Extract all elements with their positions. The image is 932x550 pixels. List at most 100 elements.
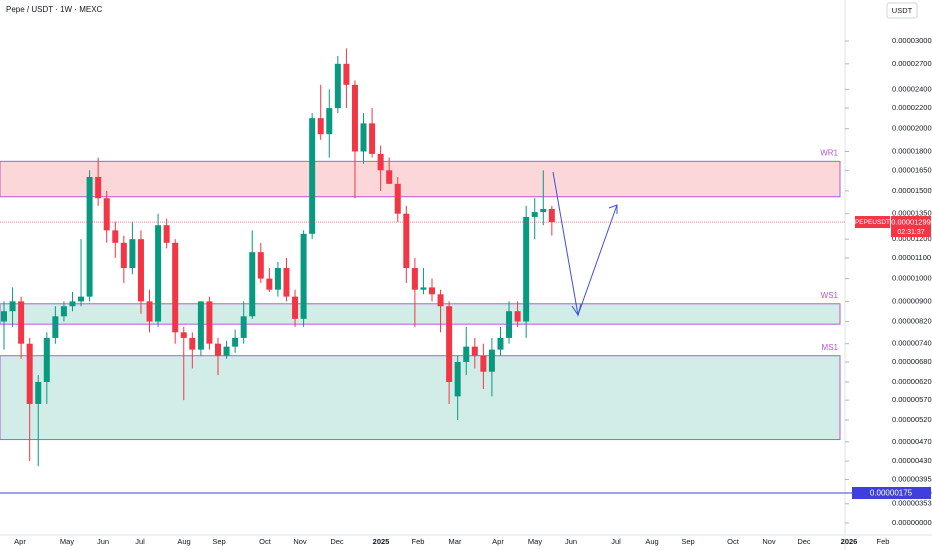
candle-body [26,343,33,404]
candle-body [548,208,555,223]
candle-body [454,361,461,397]
candle-body [189,337,196,350]
y-tick-label: 0.00000680 [892,357,932,366]
candle-body [317,118,324,135]
candle-body [274,268,281,290]
candle-body [9,301,16,312]
candle-body [300,233,307,319]
y-tick-label: 0.00000820 [892,316,932,325]
candle-body [429,287,435,295]
candle-body [514,311,521,322]
candle-body [531,212,538,217]
countdown: 02:31:37 [897,229,924,236]
x-tick-label: 2026 [841,537,858,546]
candle-body [292,296,299,319]
candle-body [112,230,119,243]
x-tick-label: May [60,537,74,546]
y-tick-label: 0.00000570 [892,395,932,404]
candle-body [377,153,384,171]
hline-label-box [852,487,931,499]
candle-body [197,301,204,350]
candle-body [386,170,393,184]
candle-body [240,316,247,338]
candle-body [78,296,85,302]
candle-body [155,225,162,322]
candle-body [497,337,504,350]
x-tick-label: Dec [797,537,811,546]
candle-body [480,355,487,372]
x-tick-label: Feb [412,537,425,546]
candle-body [163,225,170,243]
candle-body [446,306,453,382]
zone-label: WR1 [820,148,838,157]
x-tick-label: Jun [97,537,109,546]
x-tick-label: Sep [681,537,694,546]
candle-body [403,213,410,269]
candle-body [369,123,376,154]
candle-body [309,118,316,234]
candle-body [523,216,530,322]
y-tick-label: 0.00001500 [892,186,932,195]
candle-body [471,346,478,356]
x-tick-label: Nov [762,537,776,546]
candle-body [437,294,444,307]
candle-body [283,268,290,297]
zone [0,355,841,441]
candle-body [232,337,239,347]
y-tick-label: 0.00000470 [892,437,932,446]
candle-body [172,242,179,333]
y-axis: 0.00003000 0.00002700 0.00002400 0.00002200… [845,36,932,527]
arrow-head [571,303,582,317]
candle-body [146,301,153,322]
candle-body [463,346,470,362]
x-tick-label: Nov [293,537,307,546]
y-tick-label: 0.00000395 [892,474,932,483]
y-tick-label: 0.00002000 [892,124,932,133]
y-tick-label: 0.00000900 [892,296,932,305]
candle-body [249,252,256,317]
candle-body [1,311,7,322]
candle-body [360,123,367,152]
y-tick-label: 0.00002400 [892,84,932,93]
candle-body [343,63,350,85]
candle-body [223,346,230,356]
zone [0,160,841,198]
y-tick-label: 0.00000740 [892,339,932,348]
x-axis: Apr May Jun Jul Aug Sep Oct Nov Dec 2025 Feb Mar Apr… [14,537,889,546]
candles [1,48,555,467]
y-tick-label: 0.00001100 [892,253,931,262]
chart-title: Pepe / USDT · 1W · MEXC [6,5,103,14]
y-tick-label: 0.00003000 [892,36,932,45]
candle-body [411,268,418,290]
candle-body [95,176,102,199]
candle-body [103,198,110,231]
y-tick-label: 0.00000620 [892,377,932,386]
x-tick-label: Mar [449,537,462,546]
candle-body [206,301,213,344]
candle-body [334,63,341,109]
zone-label: WS1 [821,291,839,300]
candle-body [35,381,42,404]
arrow-head [608,204,618,214]
candle-body [86,176,93,297]
y-tick-label: 0.00002200 [892,103,932,112]
zones: WR1 WS1 MS1 [0,148,841,441]
y-tick-label: 0.00000520 [892,415,932,424]
candle-body [420,287,427,290]
x-tick-label: 2025 [373,537,390,546]
candle-body [137,239,144,302]
y-tick-label: 0.00001650 [892,165,932,174]
x-tick-label: Apr [492,537,504,546]
y-tick-label: 0.00001350 [892,209,932,218]
candle-body [52,316,59,338]
candle-body [257,252,264,279]
currency-box[interactable] [886,2,918,19]
candle-body [488,349,495,372]
x-tick-label: Dec [330,537,344,546]
y-tick-label: 0.00000353 [892,499,932,508]
candle-body [326,108,333,135]
x-tick-label: Sep [212,537,225,546]
x-tick-label: Oct [259,537,272,546]
x-tick-label: Jun [565,537,577,546]
